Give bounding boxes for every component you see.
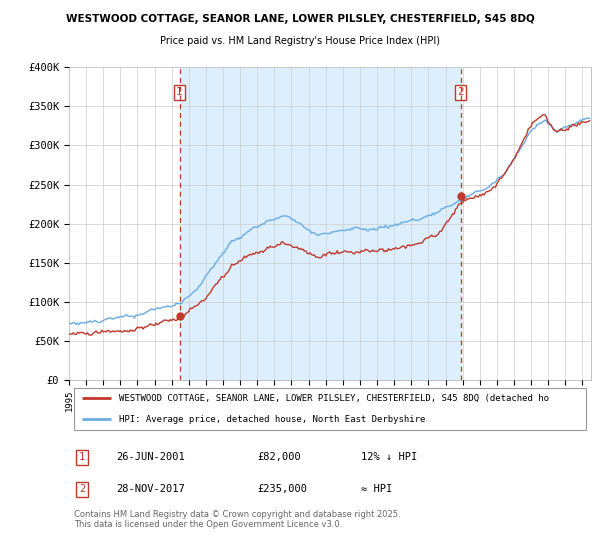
Text: Price paid vs. HM Land Registry's House Price Index (HPI): Price paid vs. HM Land Registry's House …: [160, 36, 440, 46]
Text: 2: 2: [457, 87, 464, 97]
Text: 1: 1: [176, 87, 183, 97]
Text: Contains HM Land Registry data © Crown copyright and database right 2025.
This d: Contains HM Land Registry data © Crown c…: [74, 510, 401, 529]
Text: 28-NOV-2017: 28-NOV-2017: [116, 484, 185, 494]
Text: £235,000: £235,000: [257, 484, 307, 494]
Text: HPI: Average price, detached house, North East Derbyshire: HPI: Average price, detached house, Nort…: [119, 415, 425, 424]
Text: WESTWOOD COTTAGE, SEANOR LANE, LOWER PILSLEY, CHESTERFIELD, S45 8DQ (detached ho: WESTWOOD COTTAGE, SEANOR LANE, LOWER PIL…: [119, 394, 548, 403]
Text: ≈ HPI: ≈ HPI: [361, 484, 392, 494]
Text: 2: 2: [79, 484, 85, 494]
Text: 12% ↓ HPI: 12% ↓ HPI: [361, 452, 418, 463]
Text: WESTWOOD COTTAGE, SEANOR LANE, LOWER PILSLEY, CHESTERFIELD, S45 8DQ: WESTWOOD COTTAGE, SEANOR LANE, LOWER PIL…: [65, 14, 535, 24]
Text: £82,000: £82,000: [257, 452, 301, 463]
Text: 26-JUN-2001: 26-JUN-2001: [116, 452, 185, 463]
Text: 1: 1: [79, 452, 85, 463]
Bar: [179, 67, 461, 380]
FancyBboxPatch shape: [74, 388, 586, 430]
